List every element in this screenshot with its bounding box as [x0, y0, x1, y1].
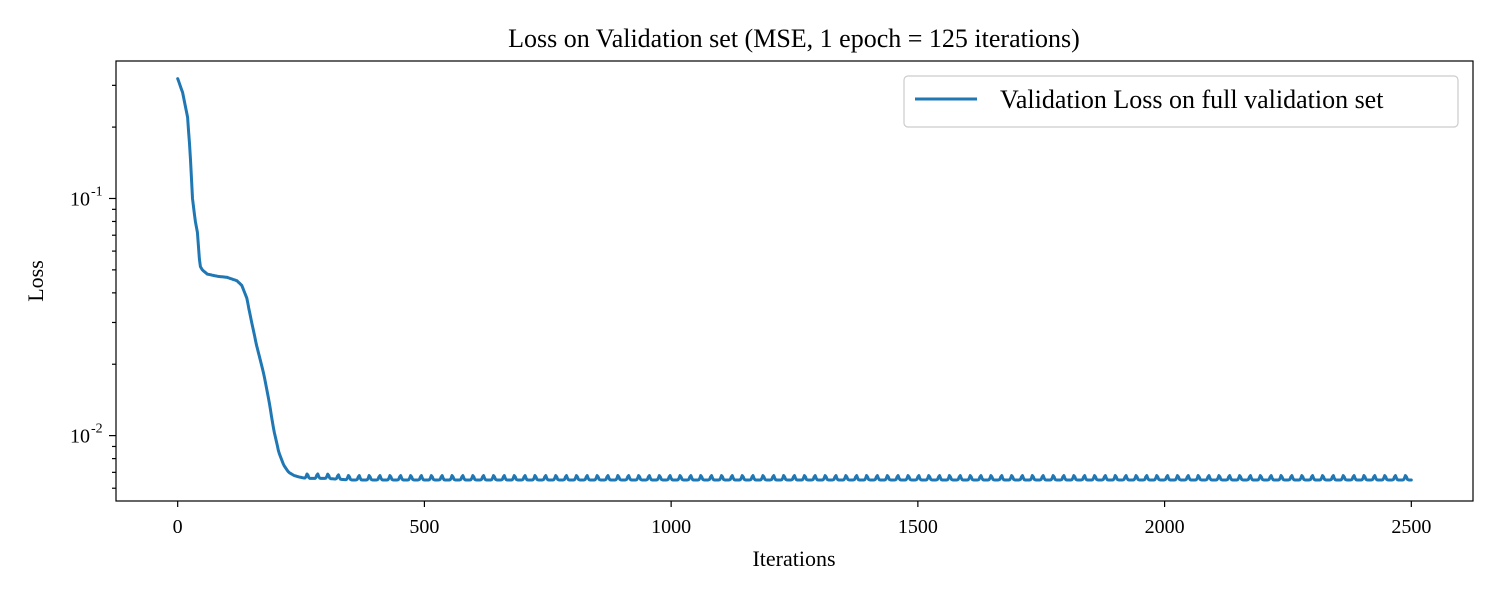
x-axis-label: Iterations — [752, 546, 835, 571]
series-layer — [176, 77, 1413, 482]
x-tick-label: 2000 — [1145, 516, 1185, 538]
x-tick-label: 500 — [409, 516, 439, 538]
chart-title: Loss on Validation set (MSE, 1 epoch = 1… — [508, 24, 1080, 53]
x-tick-label: 0 — [173, 516, 183, 538]
plot-frame — [115, 60, 1474, 502]
x-tick-label: 2500 — [1391, 516, 1431, 538]
x-tick-label: 1500 — [898, 516, 938, 538]
legend: Validation Loss on full validation set — [903, 75, 1459, 128]
legend-box — [903, 75, 1459, 128]
y-tick-exponent: -1 — [91, 184, 103, 199]
x-tick-label: 1000 — [651, 516, 691, 538]
y-axis-label: Loss — [23, 260, 48, 302]
validation-loss-line — [176, 77, 1413, 482]
y-tick-label: 10 — [70, 426, 90, 448]
y-tick-label: 10 — [70, 188, 90, 210]
legend-label: Validation Loss on full validation set — [1000, 85, 1384, 114]
y-tick-exponent: -2 — [91, 422, 103, 437]
